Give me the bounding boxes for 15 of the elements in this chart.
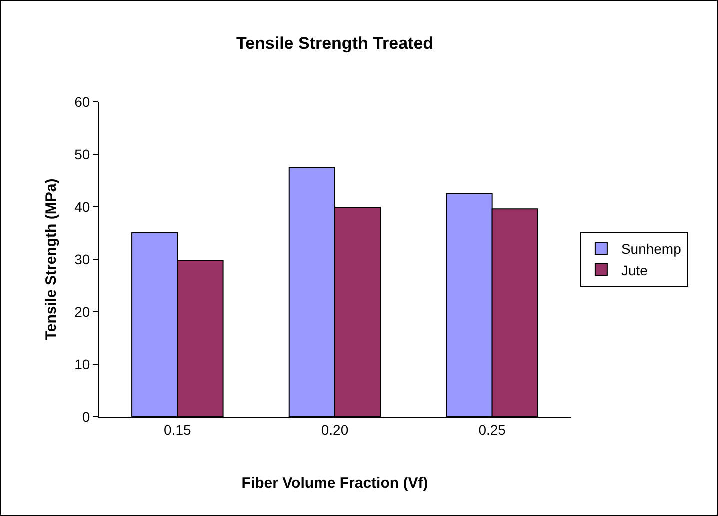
x-tick-label: 0.25 (478, 422, 506, 438)
chart-title: Tensile Strength Treated (236, 34, 434, 53)
x-tick-label: 0.15 (164, 422, 192, 438)
y-tick-label: 40 (74, 198, 90, 215)
y-tick-label: 60 (74, 94, 90, 110)
y-tick-label: 10 (74, 356, 90, 372)
y-tick-label: 20 (74, 304, 90, 320)
y-tick-label: 30 (74, 251, 90, 268)
legend-label: Jute (621, 262, 648, 278)
x-tick-label: 0.20 (321, 422, 349, 438)
y-tick-label: 0 (82, 408, 90, 425)
x-axis-title: Fiber Volume Fraction (Vf) (242, 474, 428, 492)
y-axis-title: Tensile Strength (MPa) (42, 178, 60, 340)
legend-label: Sunhemp (621, 241, 682, 258)
y-tick-label: 50 (74, 146, 90, 162)
